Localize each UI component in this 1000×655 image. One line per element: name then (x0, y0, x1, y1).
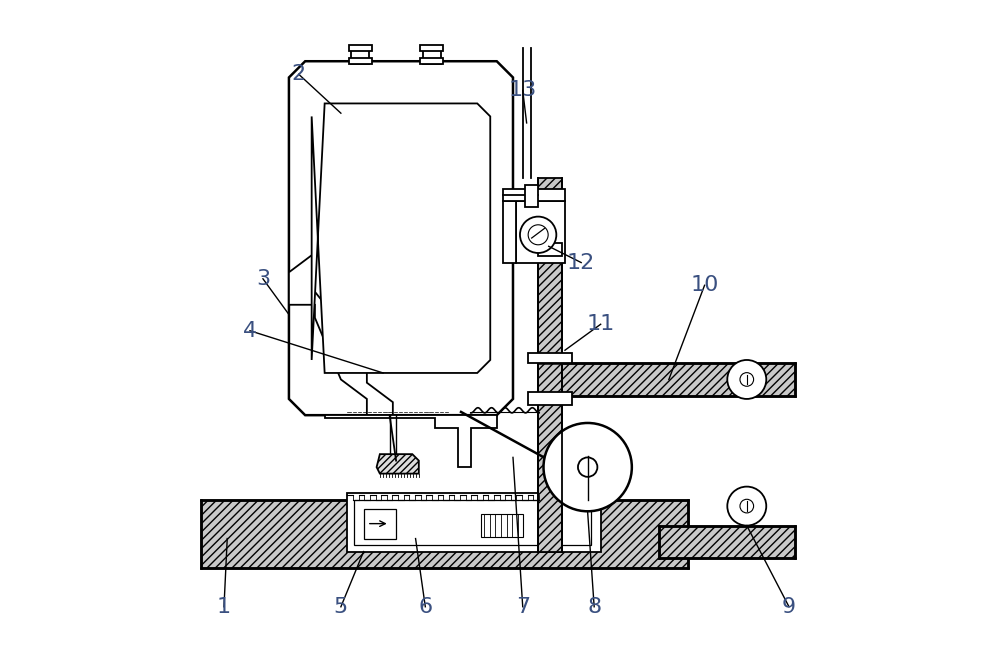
Polygon shape (312, 103, 490, 373)
Text: 11: 11 (587, 314, 615, 334)
Circle shape (544, 423, 632, 512)
Circle shape (578, 457, 597, 477)
Bar (349, 45, 372, 52)
Circle shape (740, 373, 754, 386)
Bar (538, 178, 562, 552)
Text: 12: 12 (567, 253, 595, 272)
Circle shape (740, 499, 754, 513)
Bar (538, 364, 795, 396)
Text: 7: 7 (516, 597, 530, 617)
Bar (528, 354, 572, 364)
Text: 1: 1 (217, 597, 231, 617)
Polygon shape (289, 61, 513, 415)
Bar (503, 189, 565, 201)
Text: 2: 2 (292, 64, 306, 84)
Text: 9: 9 (782, 597, 796, 617)
Bar (423, 48, 441, 64)
Text: 4: 4 (243, 321, 257, 341)
Bar (516, 201, 565, 263)
Bar (354, 500, 591, 545)
Bar (351, 48, 369, 64)
Text: 6: 6 (418, 597, 432, 617)
Polygon shape (377, 454, 419, 474)
Text: 13: 13 (509, 81, 537, 100)
Text: 10: 10 (690, 275, 719, 295)
Text: 3: 3 (256, 269, 270, 289)
Bar (481, 514, 523, 536)
Polygon shape (289, 253, 393, 415)
Bar (347, 493, 601, 552)
Bar (538, 243, 562, 256)
Polygon shape (325, 415, 497, 467)
Circle shape (520, 217, 556, 253)
Bar (503, 201, 516, 263)
Text: 5: 5 (334, 597, 348, 617)
Circle shape (727, 360, 766, 399)
Bar (659, 525, 795, 558)
Bar (349, 58, 372, 64)
Bar (201, 500, 688, 568)
Bar (364, 510, 396, 538)
Bar (420, 45, 443, 52)
Circle shape (727, 487, 766, 525)
Text: 8: 8 (587, 597, 601, 617)
Bar (420, 58, 443, 64)
Bar (525, 185, 538, 208)
Circle shape (528, 225, 548, 245)
Bar (528, 392, 572, 405)
